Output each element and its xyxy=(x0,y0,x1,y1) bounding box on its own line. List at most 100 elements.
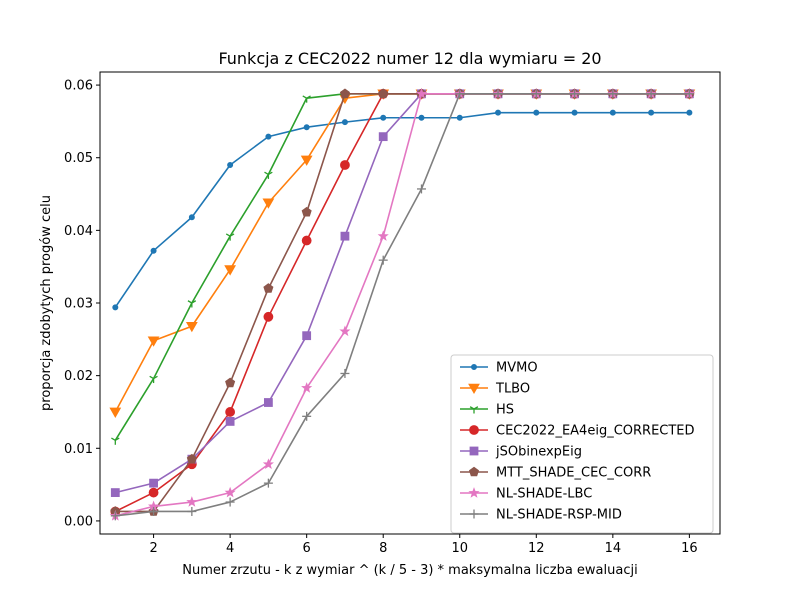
data-point-jsobinexpeig xyxy=(263,398,273,407)
data-point-mvmo xyxy=(456,114,463,121)
data-point-hs xyxy=(149,375,158,384)
data-point-nl-shade-rsp-mid xyxy=(378,255,388,265)
data-point-nl-shade-rsp-mid xyxy=(646,89,656,99)
data-point-mtt-shade-cec-corr xyxy=(378,88,389,99)
data-point-cec2022-ea4eig-corrected xyxy=(263,311,274,322)
data-point-mvmo xyxy=(648,109,655,116)
data-point-mtt-shade-cec-corr xyxy=(339,88,350,99)
data-point-mvmo xyxy=(341,119,348,126)
data-point-nl-shade-lbc xyxy=(377,230,389,241)
y-tick-label: 0.02 xyxy=(64,369,93,384)
data-point-mvmo xyxy=(495,109,502,116)
data-point-nl-shade-rsp-mid xyxy=(149,506,159,516)
data-point-tlbo xyxy=(185,321,198,333)
series-line-nl-shade-rsp-mid xyxy=(115,92,690,517)
data-point-nl-shade-rsp-mid xyxy=(302,411,312,421)
data-point-nl-shade-rsp-mid xyxy=(110,511,120,521)
data-point-nl-shade-rsp-mid xyxy=(608,89,618,99)
y-axis-label: proporcja zdobytych progów celu xyxy=(39,195,54,411)
data-point-hs xyxy=(302,95,311,103)
legend-item-cec2022-ea4eig-corrected: CEC2022_EA4eig_CORRECTED xyxy=(460,424,695,439)
series-line-mvmo xyxy=(114,111,690,308)
series-layer xyxy=(109,87,696,521)
legend-swatch-marker xyxy=(469,509,479,519)
data-point-mvmo xyxy=(150,247,157,254)
data-point-hs xyxy=(264,171,273,179)
legend-item-jsobinexpeig: jSObinexpEig xyxy=(460,445,582,460)
y-tick-label: 0.06 xyxy=(64,79,93,94)
y-tick-label: 0.03 xyxy=(64,297,93,312)
data-point-jsobinexpeig xyxy=(225,417,235,426)
x-tick-label: 10 xyxy=(451,541,468,556)
x-tick-label: 14 xyxy=(605,541,622,556)
data-point-cec2022-ea4eig-corrected xyxy=(148,487,159,498)
data-point-hs xyxy=(225,233,235,241)
x-axis-label: Numer zrzutu - k z wymiar ^ (k / 5 - 3) … xyxy=(182,563,637,578)
data-point-cec2022-ea4eig-corrected xyxy=(301,235,312,246)
legend-item-mtt-shade-cec-corr: MTT_SHADE_CEC_CORR xyxy=(460,466,651,481)
data-point-mvmo xyxy=(112,304,119,311)
legend-item-nl-shade-rsp-mid: NL-SHADE-RSP-MID xyxy=(460,508,622,523)
x-tick-label: 4 xyxy=(226,541,234,556)
legend-swatch-marker xyxy=(470,363,477,370)
data-point-cec2022-ea4eig-corrected xyxy=(225,407,236,417)
x-tick-label: 12 xyxy=(528,541,545,556)
legend-label: HS xyxy=(496,403,514,418)
data-point-mvmo xyxy=(188,214,195,221)
series-mvmo xyxy=(112,109,693,311)
legend-item-tlbo: TLBO xyxy=(460,382,530,397)
data-point-nl-shade-rsp-mid xyxy=(684,89,694,99)
x-tick-label: 8 xyxy=(379,541,387,556)
x-tick-label: 6 xyxy=(303,541,311,556)
data-point-hs xyxy=(187,300,197,308)
chart-title: Funkcja z CEC2022 numer 12 dla wymiaru =… xyxy=(218,49,601,68)
data-point-nl-shade-rsp-mid xyxy=(187,506,197,516)
data-point-nl-shade-rsp-mid xyxy=(340,368,350,378)
legend-label: NL-SHADE-LBC xyxy=(496,487,592,502)
data-point-nl-shade-lbc xyxy=(224,486,236,498)
legend-swatch-marker xyxy=(469,446,479,456)
data-point-tlbo xyxy=(147,336,160,347)
legend-swatch-marker xyxy=(468,466,480,477)
legend: MVMO TLBO HS CEC2022_EA4eig_CORRECTED jSObin… xyxy=(450,354,714,534)
legend-swatch-marker xyxy=(468,383,480,395)
x-axis: 2 4 6 8 10 12 14 16 xyxy=(149,534,698,556)
legend-item-nl-shade-lbc: NL-SHADE-LBC xyxy=(460,487,592,502)
y-tick-label: 0.01 xyxy=(64,442,93,457)
data-point-mtt-shade-cec-corr xyxy=(301,206,312,217)
data-point-mvmo xyxy=(418,114,425,121)
data-point-jsobinexpeig xyxy=(149,478,158,488)
legend-label: NL-SHADE-RSP-MID xyxy=(496,508,622,523)
data-point-mtt-shade-cec-corr xyxy=(186,453,197,464)
data-point-nl-shade-lbc xyxy=(186,496,198,507)
data-point-mvmo xyxy=(265,133,272,140)
data-point-tlbo xyxy=(262,198,275,209)
data-point-mtt-shade-cec-corr xyxy=(263,283,274,293)
data-point-mvmo xyxy=(380,114,387,121)
data-point-nl-shade-lbc xyxy=(339,325,351,337)
data-point-tlbo xyxy=(300,155,313,166)
data-point-nl-shade-rsp-mid xyxy=(493,89,503,99)
y-axis: 0.00 0.01 0.02 0.03 0.04 0.05 0.06 xyxy=(64,79,100,529)
series-nl-shade-rsp-mid xyxy=(110,89,694,521)
data-point-mvmo xyxy=(227,161,234,168)
data-point-jsobinexpeig xyxy=(110,488,120,497)
y-tick-label: 0.00 xyxy=(64,514,93,529)
data-point-tlbo xyxy=(224,265,237,276)
data-point-mvmo xyxy=(686,109,693,116)
legend-label: CEC2022_EA4eig_CORRECTED xyxy=(496,424,695,439)
legend-label: MTT_SHADE_CEC_CORR xyxy=(496,466,651,481)
data-point-nl-shade-rsp-mid xyxy=(225,497,235,507)
x-tick-label: 2 xyxy=(149,541,157,556)
data-point-nl-shade-rsp-mid xyxy=(416,184,426,194)
data-point-nl-shade-lbc xyxy=(301,382,313,393)
data-point-jsobinexpeig xyxy=(378,132,388,142)
data-point-jsobinexpeig xyxy=(302,331,312,341)
data-point-nl-shade-rsp-mid xyxy=(263,478,273,488)
legend-label: jSObinexpEig xyxy=(495,445,582,460)
data-point-mtt-shade-cec-corr xyxy=(225,377,236,388)
legend-item-mvmo: MVMO xyxy=(460,361,538,376)
data-point-nl-shade-rsp-mid xyxy=(570,89,580,99)
legend-label: MVMO xyxy=(496,361,538,376)
